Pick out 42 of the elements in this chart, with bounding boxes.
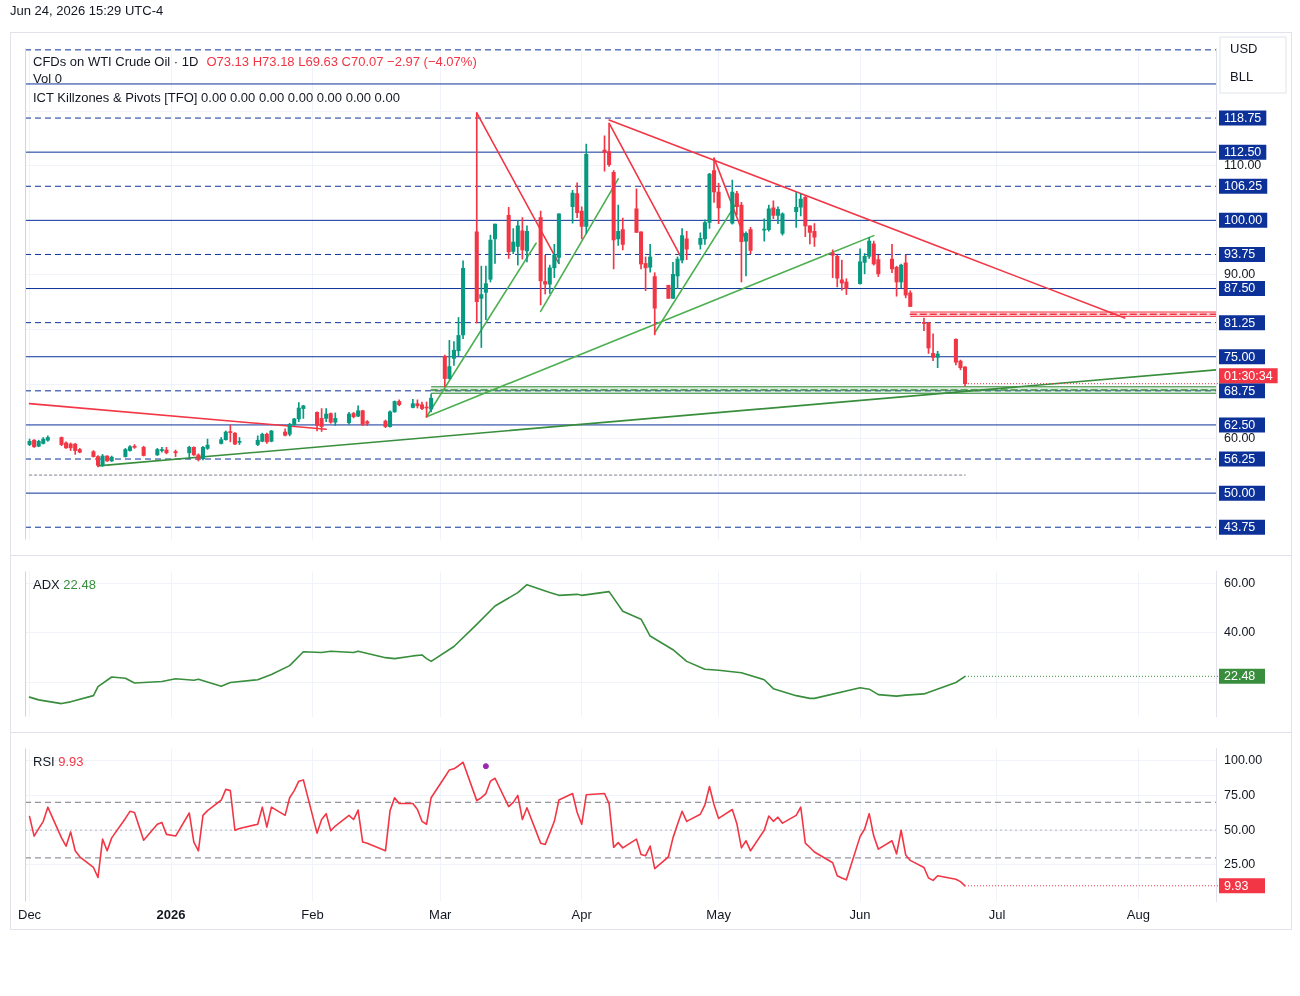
x-tick-label: Aug bbox=[1126, 906, 1150, 922]
x-tick-label: Jul bbox=[988, 906, 1006, 922]
data-label: 22.48 bbox=[1224, 669, 1256, 684]
text: USD bbox=[1230, 40, 1258, 56]
ref-line-label: 106.25 bbox=[1224, 179, 1263, 194]
text: 9.93 bbox=[58, 754, 84, 770]
data-label: 9.93 bbox=[1224, 878, 1249, 893]
text: CFDs on WTI Crude Oil · 1D bbox=[33, 54, 199, 70]
text: 22.48 bbox=[63, 577, 96, 593]
y-tick-label: 100.00 bbox=[1224, 753, 1263, 768]
y-tick-label: 25.00 bbox=[1224, 857, 1256, 872]
y-tick-label: 75.00 bbox=[1224, 787, 1256, 802]
annotation: 01:30:34 bbox=[1224, 368, 1273, 383]
ref-line-label: 62.50 bbox=[1224, 417, 1256, 432]
x-tick-label: Feb bbox=[301, 906, 324, 922]
ref-line-label: 43.75 bbox=[1224, 520, 1256, 535]
annotation: O73.13 H73.18 L69.63 C70.07 −2.97 (−4.07%) bbox=[206, 54, 477, 70]
x-tick-label: Dec bbox=[18, 906, 42, 922]
text: RSI bbox=[33, 754, 55, 770]
y-tick-label: 110.00 bbox=[1224, 158, 1262, 173]
text: ADX bbox=[33, 577, 61, 593]
ref-line-label: 81.25 bbox=[1224, 315, 1256, 330]
y-tick-label: 90.00 bbox=[1224, 267, 1256, 282]
ref-line-label: 93.75 bbox=[1224, 247, 1256, 262]
x-tick-label: Apr bbox=[571, 906, 593, 922]
y-tick-label: 50.00 bbox=[1224, 822, 1256, 837]
ref-line-label: 118.75 bbox=[1224, 111, 1262, 126]
y-tick-label: 60.00 bbox=[1224, 575, 1256, 590]
annotation: ICT Killzones & Pivots [TFO] 0.00 0.00 0.00 0.00 0.00 0.00 0.00 bbox=[33, 90, 400, 106]
x-tick-label: Mar bbox=[429, 906, 453, 922]
ref-line-label: 68.75 bbox=[1224, 383, 1256, 398]
y-tick-label: 40.00 bbox=[1224, 625, 1256, 640]
annotation: Vol 0 bbox=[33, 71, 62, 87]
text: Jun 24, 2026 15:29 UTC-4 bbox=[10, 3, 164, 18]
ref-line-label: 56.25 bbox=[1224, 451, 1256, 466]
y-tick-label: 60.00 bbox=[1224, 431, 1256, 446]
x-tick-label: May bbox=[706, 906, 732, 922]
ref-line-label: 87.50 bbox=[1224, 281, 1256, 296]
text: BLL bbox=[1230, 68, 1254, 84]
ref-line-label: 112.50 bbox=[1224, 145, 1262, 160]
x-tick-label: Jun bbox=[849, 906, 871, 922]
x-tick-label: 2026 bbox=[156, 906, 186, 922]
